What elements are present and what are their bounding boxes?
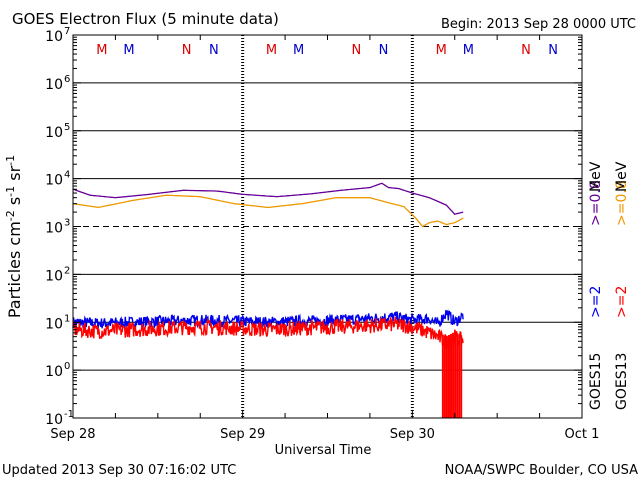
legend-text: >=0.8 [614,180,630,226]
x-tick-label: Sep 29 [220,427,265,442]
local-time-marker: M [96,43,107,58]
local-time-marker: M [293,43,304,58]
x-tick-label: Oct 1 [565,427,600,442]
legend-text: GOES13 [614,353,630,410]
x-tick-label: Sep 28 [50,427,95,442]
updated-timestamp: Updated 2013 Sep 30 07:16:02 UTC [2,463,236,478]
local-time-marker: N [379,43,389,58]
y-tick-exponent: 4 [64,170,70,181]
local-time-marker: M [266,43,277,58]
local-time-marker: M [436,43,447,58]
y-axis-label-part: -1 [4,186,17,197]
y-tick-label: 10 [45,316,63,332]
legend-text: MeV [588,161,604,192]
y-tick-exponent: 6 [64,74,70,85]
x-tick-label: Sep 30 [390,427,435,442]
series-line [72,316,464,349]
local-time-marker: M [123,43,134,58]
series-line [72,182,464,216]
local-time-marker: N [351,43,361,58]
legend-text: MeV [614,161,630,192]
local-time-marker: N [521,43,531,58]
y-axis-label-part: -1 [4,155,17,166]
y-tick-exponent: -1 [64,409,74,420]
legend-text: >=0.8 [588,180,604,226]
y-tick-label: 10 [45,77,63,93]
credit-label: NOAA/SWPC Boulder, CO USA [445,463,638,478]
y-axis-label-part: -2 [4,210,17,221]
y-tick-exponent: 5 [64,122,70,133]
y-tick-label: 10 [45,364,63,380]
y-tick-label: 10 [45,173,63,189]
local-time-marker: N [548,43,558,58]
y-tick-label: 10 [45,412,63,428]
x-axis-label: Universal Time [275,443,372,458]
chart-title: GOES Electron Flux (5 minute data) [12,10,279,28]
x-axis-ticks: Sep 28 Sep 29 Sep 30 Oct 1 [50,35,599,442]
y-tick-exponent: 7 [64,26,70,37]
legend-text: >=2 [588,286,604,318]
y-axis-label-part: sr [5,165,24,185]
local-time-marker: N [209,43,219,58]
legend-text: >=2 [614,286,630,318]
day-boundary-lines [241,35,414,418]
begin-date-label: Begin: 2013 Sep 28 0000 UTC [441,17,636,32]
y-axis-label-part: Particles cm [5,221,24,318]
local-time-marker: N [182,43,192,58]
y-tick-exponent: 2 [64,265,70,276]
y-tick-label: 10 [45,29,63,45]
y-tick-label: 10 [45,268,63,284]
legend-text: GOES15 [588,353,604,410]
y-axis-label: Particles cm-2 s-1 sr-1 [4,155,24,318]
series-line [72,194,464,228]
y-axis-label-part: s [5,197,24,210]
y-tick-exponent: 0 [64,361,70,372]
y-tick-label: 10 [45,221,63,237]
local-time-marker: M [463,43,474,58]
y-tick-label: 10 [45,125,63,141]
y-tick-exponent: 1 [64,313,70,324]
series-layer [72,182,464,418]
y-tick-exponent: 3 [64,218,70,229]
